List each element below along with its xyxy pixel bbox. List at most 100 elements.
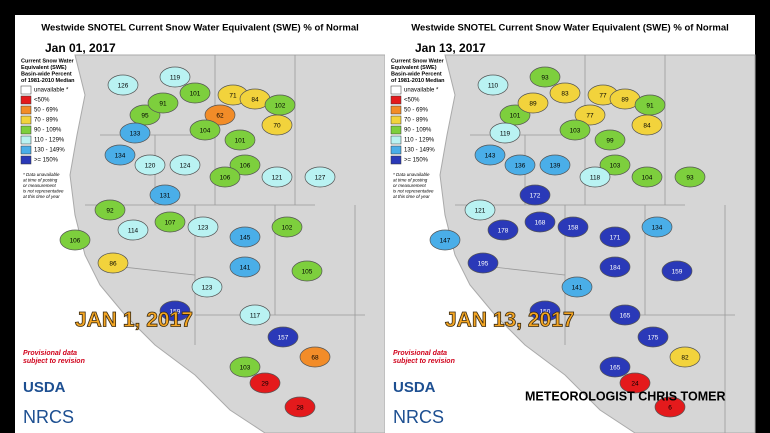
legend-heading: Basin-wide Percent	[391, 71, 442, 77]
basin	[229, 356, 261, 378]
basin	[284, 396, 316, 418]
basin	[579, 166, 611, 188]
basin-value: 89	[621, 97, 629, 104]
basin	[529, 66, 561, 88]
legend-swatch	[390, 145, 402, 155]
basin-value: 134	[652, 225, 663, 232]
legend-heading: Equivalent (SWE)	[21, 65, 67, 71]
legend-note: or measurement	[23, 183, 57, 188]
basin	[467, 252, 499, 274]
provisional-note: Provisional data	[23, 350, 77, 357]
basin-value: 121	[475, 208, 486, 215]
legend-swatch	[20, 125, 32, 135]
basin	[159, 66, 191, 88]
map-panel: Westwide SNOTEL Current Snow Water Equiv…	[15, 15, 386, 433]
basin	[104, 144, 136, 166]
basin	[474, 144, 506, 166]
basin-value: 91	[646, 103, 654, 110]
legend-label: 70 - 89%	[34, 118, 59, 124]
basin-value: 159	[170, 309, 181, 316]
basin-value: 178	[498, 228, 509, 235]
basin	[189, 119, 221, 141]
basin	[299, 346, 331, 368]
legend-label: 50 - 69%	[404, 108, 429, 114]
basin	[229, 154, 261, 176]
basin	[539, 154, 571, 176]
map-date: Jan 01, 2017	[45, 41, 116, 55]
basin-value: 136	[515, 163, 526, 170]
basin-value: 68	[311, 355, 319, 362]
basin-value: 159	[672, 269, 683, 276]
legend-label: 110 - 129%	[404, 138, 435, 144]
basin	[594, 129, 626, 151]
basin-value: 157	[278, 335, 289, 342]
provisional-note: subject to revision	[23, 358, 85, 365]
legend-label: >= 150%	[34, 158, 59, 164]
basin-value: 86	[109, 261, 117, 268]
basin-value: 114	[128, 228, 139, 235]
basin-value: 6	[668, 405, 672, 412]
basin-value: 24	[631, 381, 639, 388]
basin-value: 147	[440, 238, 451, 245]
legend-swatch	[390, 105, 402, 115]
legend-note: * Data unavailable	[393, 172, 430, 177]
provisional-note: subject to revision	[393, 358, 455, 365]
basin	[147, 92, 179, 114]
basin-value: 171	[610, 235, 621, 242]
basin-value: 99	[606, 138, 614, 145]
basin-value: 126	[118, 83, 129, 90]
basin-value: 134	[115, 153, 126, 160]
basin-value: 91	[159, 101, 167, 108]
legend-label: 130 - 149%	[34, 148, 65, 154]
basin-value: 141	[572, 285, 583, 292]
legend-note: at time of posting	[23, 178, 58, 183]
basin	[149, 184, 181, 206]
basin-value: 29	[261, 381, 269, 388]
basin-value: 133	[130, 131, 141, 138]
basin	[599, 226, 631, 248]
land	[439, 54, 756, 433]
legend-heading: Basin-wide Percent	[21, 71, 72, 77]
basin-value: 84	[643, 123, 651, 130]
legend-heading: Current Snow Water	[391, 58, 445, 64]
basin	[524, 211, 556, 233]
nrcs-logo: NRCS	[23, 407, 74, 427]
legend-label: 90 - 109%	[34, 128, 62, 134]
basin	[599, 356, 631, 378]
basin-value: 123	[202, 285, 213, 292]
legend-label: 70 - 89%	[404, 118, 429, 124]
basin	[504, 154, 536, 176]
basin	[191, 276, 223, 298]
map-date: Jan 13, 2017	[415, 41, 486, 55]
legend-swatch	[20, 85, 32, 95]
legend-label: 90 - 109%	[404, 128, 432, 134]
basin-value: 123	[198, 225, 209, 232]
basin-value: 95	[141, 113, 149, 120]
basin-value: 92	[106, 208, 114, 215]
basin-value: 184	[610, 265, 621, 272]
basin	[59, 229, 91, 251]
basin	[477, 74, 509, 96]
legend-swatch	[20, 145, 32, 155]
legend-label: 130 - 149%	[404, 148, 435, 154]
basin	[599, 256, 631, 278]
basin	[661, 260, 693, 282]
basin	[179, 82, 211, 104]
basin	[229, 226, 261, 248]
provisional-note: Provisional data	[393, 350, 447, 357]
basin	[557, 216, 589, 238]
basin	[464, 199, 496, 221]
legend-heading: Equivalent (SWE)	[391, 65, 437, 71]
basin-value: 84	[251, 97, 259, 104]
basin-value: 165	[610, 365, 621, 372]
basin	[107, 74, 139, 96]
legend-note: at this time of year	[23, 194, 60, 199]
basin-value: 102	[282, 225, 293, 232]
basin-value: 110	[488, 83, 499, 90]
legend-note: at this time of year	[393, 194, 430, 199]
basin-value: 93	[541, 75, 549, 82]
legend-label: 50 - 69%	[34, 108, 59, 114]
basin	[517, 92, 549, 114]
basin	[224, 129, 256, 151]
